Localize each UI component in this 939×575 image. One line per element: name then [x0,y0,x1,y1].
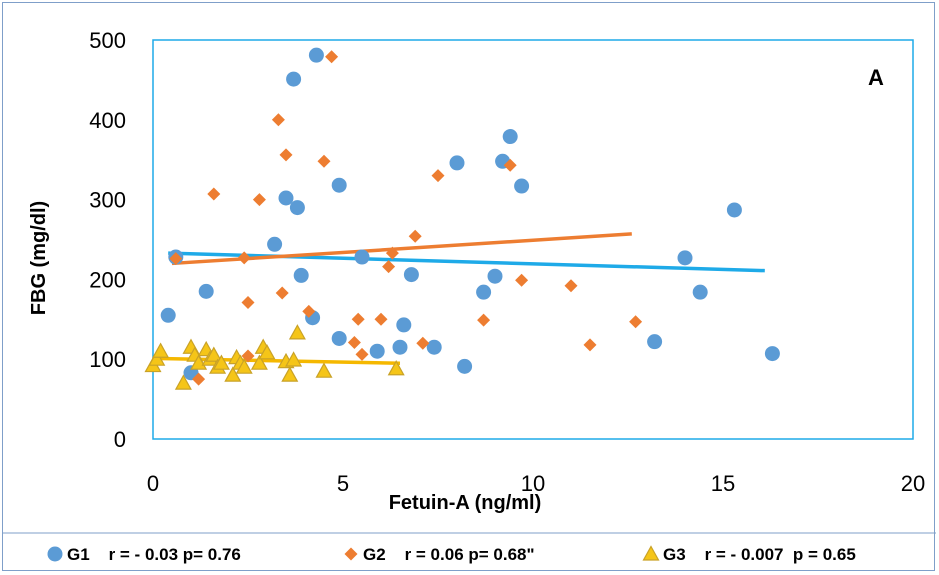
data-point-g1 [396,317,412,333]
data-point-g2 [237,251,251,265]
data-point-g3 [387,360,405,376]
data-point-g1 [392,339,408,355]
x-tick-label: 5 [337,471,349,496]
data-point-g2 [629,315,643,329]
data-point-g2 [192,372,206,386]
data-point-g3 [190,354,208,370]
x-tick-label: 10 [521,471,545,496]
trendline-g1 [168,251,765,273]
data-point-g1 [487,268,503,284]
data-point-g2 [302,304,316,318]
y-tick-label: 200 [89,267,126,292]
data-point-g1 [286,71,302,87]
data-point-g1 [449,155,465,171]
data-point-g1 [476,284,492,300]
x-tick-label: 15 [711,471,735,496]
data-point-g1 [502,129,518,145]
data-point-g3 [258,344,276,360]
legend-marker-g1 [47,546,63,562]
data-point-g1 [278,190,294,206]
data-point-g1 [198,283,214,299]
y-tick-label: 0 [114,427,126,452]
data-point-g2 [477,313,491,327]
data-point-g3 [148,350,166,366]
legend-label-g1: G1 r = - 0.03 p= 0.76 [67,545,241,564]
data-point-g2 [583,338,597,352]
data-point-g2 [382,260,396,274]
data-point-g1 [331,330,347,346]
data-point-g1 [289,200,305,216]
data-point-g3 [174,374,192,390]
y-tick-label: 100 [89,347,126,372]
data-point-g1 [426,339,442,355]
data-point-g2 [317,154,331,168]
data-point-g2 [279,148,293,162]
data-point-g3 [152,342,170,358]
data-point-g1 [457,358,473,374]
data-point-g1 [514,178,530,194]
data-point-g2 [564,279,578,293]
data-point-g1 [692,284,708,300]
data-point-g1 [293,267,309,283]
data-point-g1 [764,346,780,362]
legend: G1 r = - 0.03 p= 0.76 G2 r = 0.06 p= 0.68… [47,545,856,564]
data-point-g2 [416,336,430,350]
y-tick-label: 300 [89,188,126,213]
data-point-g3 [315,362,333,378]
legend-marker-g3 [642,545,660,561]
data-point-g2 [515,273,529,287]
legend-label-g2: G2 r = 0.06 p= 0.68" [363,545,535,564]
data-point-g2 [503,158,517,172]
data-point-g2 [374,312,388,326]
data-point-g2 [408,229,422,243]
panel-label: A [868,65,884,90]
legend-label-g3: G3 r = - 0.007 p = 0.65 [663,545,856,564]
legend-marker-g2 [344,547,358,561]
data-point-g2 [347,335,361,349]
data-point-g1 [160,307,176,323]
data-point-g3 [205,346,223,362]
data-point-g2 [271,113,285,127]
data-point-g3 [288,324,306,340]
data-point-g1 [308,47,324,63]
data-point-g3 [235,358,253,374]
data-point-g2 [275,286,289,300]
data-point-g1 [354,249,370,265]
y-axis-title: FBG (mg/dl) [28,201,50,315]
data-point-g1 [403,267,419,283]
data-point-g1 [331,177,347,193]
data-point-g2 [351,312,365,326]
data-point-g3 [212,354,230,370]
data-point-g1 [369,343,385,359]
data-point-g3 [285,351,303,367]
data-point-g2 [385,246,399,260]
plot-area [152,39,914,440]
data-point-g3 [250,354,268,370]
x-tick-label: 20 [901,471,925,496]
data-point-g2 [241,349,255,363]
data-point-g2 [241,296,255,310]
data-point-g2 [207,187,221,201]
data-point-g2 [355,347,369,361]
data-point-g2 [431,169,445,183]
x-axis-title: Fetuin-A (ng/ml) [389,492,542,514]
data-point-g1 [267,236,283,252]
y-tick-label: 400 [89,108,126,133]
data-point-g3 [224,366,242,382]
data-point-g2 [252,193,266,207]
data-point-g1 [677,250,693,266]
x-tick-label: 0 [147,471,159,496]
data-point-g2 [169,252,183,266]
data-point-g1 [647,334,663,350]
data-point-g2 [325,50,339,64]
data-point-g3 [281,366,299,382]
data-point-g1 [726,202,742,218]
y-tick-label: 500 [89,28,126,53]
